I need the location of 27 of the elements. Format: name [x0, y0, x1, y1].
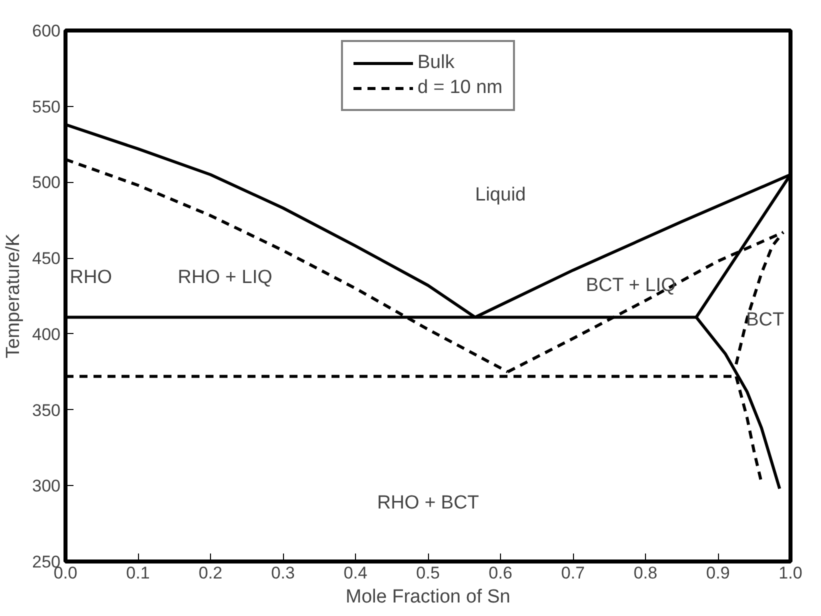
- legend-label: d = 10 nm: [417, 77, 503, 99]
- y-axis-title: Temperature/K: [3, 233, 24, 358]
- x-tick-label: 1.0: [778, 564, 802, 582]
- annotation: RHO + LIQ: [178, 266, 272, 288]
- x-tick-label: 0.8: [634, 564, 658, 582]
- y-tick-label: 450: [32, 249, 61, 268]
- y-tick-label: 600: [32, 22, 61, 40]
- x-tick-label: 0.2: [198, 564, 222, 582]
- x-tick-label: 0.6: [488, 564, 512, 582]
- y-tick-label: 300: [32, 476, 61, 496]
- x-tick-label: 0.3: [271, 564, 295, 582]
- y-tick-label: 500: [32, 173, 61, 192]
- x-tick-label: 0.5: [416, 564, 440, 582]
- annotation: BCT: [746, 309, 785, 330]
- x-tick-label: 0.4: [344, 564, 368, 582]
- annotation: Liquid: [475, 184, 526, 206]
- y-tick-label: 350: [32, 400, 61, 420]
- annotation: RHO + BCT: [377, 492, 480, 514]
- annotation: RHO: [70, 266, 112, 288]
- y-tick-label: 400: [32, 324, 61, 344]
- annotation: BCT + LIQ: [586, 274, 676, 296]
- x-axis-title: Mole Fraction of Sn: [346, 586, 510, 608]
- x-tick-label: 0.9: [706, 564, 730, 582]
- legend-label: Bulk: [417, 52, 454, 74]
- y-tick-label: 550: [32, 97, 61, 116]
- x-tick-label: 0.7: [561, 564, 585, 582]
- x-tick-label: 0.1: [126, 564, 150, 582]
